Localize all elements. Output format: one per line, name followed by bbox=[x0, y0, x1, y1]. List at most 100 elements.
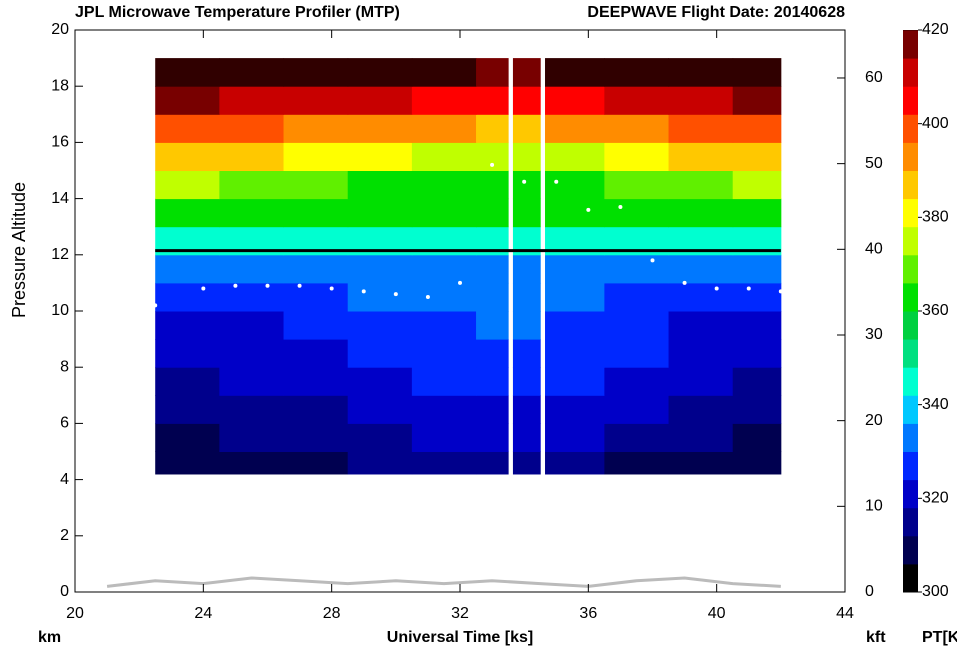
heatmap-cell bbox=[283, 142, 349, 171]
heatmap-cell bbox=[476, 114, 509, 143]
heatmap-cell bbox=[732, 451, 782, 475]
colorbar-segment bbox=[903, 114, 918, 143]
heatmap-cell bbox=[668, 395, 734, 424]
heatmap-cell bbox=[545, 198, 605, 228]
x-tick-label: 32 bbox=[451, 605, 469, 622]
chart-title: JPL Microwave Temperature Profiler (MTP) bbox=[75, 4, 400, 21]
heatmap-cell bbox=[411, 198, 477, 228]
y-tick-label: 6 bbox=[60, 415, 69, 432]
heatmap-cell bbox=[545, 451, 605, 475]
heatmap-cell bbox=[545, 395, 605, 424]
colorbar-segment bbox=[903, 226, 918, 256]
heatmap-cell bbox=[155, 451, 220, 475]
y2-tick-label: 0 bbox=[865, 583, 874, 600]
x-axis-label: Universal Time [ks] bbox=[387, 629, 533, 646]
tropopause-point bbox=[554, 179, 559, 184]
chart-subtitle: DEEPWAVE Flight Date: 20140628 bbox=[587, 4, 845, 21]
heatmap-cell bbox=[732, 423, 782, 452]
colorbar-tick-label: 380 bbox=[922, 209, 949, 226]
heatmap-cell bbox=[347, 395, 413, 424]
heatmap-cell bbox=[512, 423, 541, 452]
heatmap-cell bbox=[604, 395, 670, 424]
y-tick-label: 20 bbox=[51, 21, 69, 38]
colorbar-segment bbox=[903, 395, 918, 424]
y-tick-label: 2 bbox=[60, 527, 69, 544]
heatmap-cell bbox=[347, 339, 413, 368]
heatmap-cell bbox=[155, 254, 220, 284]
heatmap-cell bbox=[411, 367, 477, 396]
heatmap-cell bbox=[155, 367, 220, 396]
colorbar-segment bbox=[903, 86, 918, 115]
heatmap-cell bbox=[604, 423, 670, 452]
heatmap-cell bbox=[732, 395, 782, 424]
heatmap-cell bbox=[476, 282, 509, 312]
heatmap-cell bbox=[411, 282, 477, 312]
heatmap-cell bbox=[512, 395, 541, 424]
heatmap-cell bbox=[545, 86, 605, 115]
heatmap-cell bbox=[668, 311, 734, 340]
heatmap-cell bbox=[283, 58, 349, 87]
heatmap-cell bbox=[545, 142, 605, 171]
heatmap-cell bbox=[283, 339, 349, 368]
y2-unit: kft bbox=[866, 629, 886, 646]
heatmap-cell bbox=[283, 114, 349, 143]
heatmap-cell bbox=[512, 170, 541, 200]
heatmap-cell bbox=[604, 170, 670, 200]
heatmap-cell bbox=[668, 451, 734, 475]
heatmap-cell bbox=[347, 311, 413, 340]
heatmap-cell bbox=[512, 282, 541, 312]
heatmap-cell bbox=[347, 86, 413, 115]
heatmap-cell bbox=[476, 170, 509, 200]
heatmap-cell bbox=[732, 114, 782, 143]
heatmap-cell bbox=[219, 339, 285, 368]
heatmap-cell bbox=[347, 142, 413, 171]
colorbar-segment bbox=[903, 30, 918, 31]
y-tick-label: 8 bbox=[60, 358, 69, 375]
heatmap-cell bbox=[283, 170, 349, 200]
heatmap-cell bbox=[604, 114, 670, 143]
heatmap-cell bbox=[512, 254, 541, 284]
heatmap-cell bbox=[155, 423, 220, 452]
heatmap-cell bbox=[411, 142, 477, 171]
colorbar-segment bbox=[903, 451, 918, 481]
line bbox=[106, 576, 781, 588]
heatmap-cell bbox=[604, 58, 670, 87]
colorbar-segment bbox=[903, 339, 918, 368]
colorbar-segment bbox=[903, 563, 918, 593]
heatmap-cell bbox=[604, 367, 670, 396]
tropopause-point bbox=[618, 205, 623, 210]
heatmap-cell bbox=[283, 423, 349, 452]
y-tick-label: 4 bbox=[60, 471, 69, 488]
y-tick-label: 14 bbox=[51, 190, 69, 207]
heatmap-cell bbox=[545, 339, 605, 368]
tropopause-point bbox=[425, 294, 430, 299]
heatmap-cell bbox=[155, 114, 220, 143]
heatmap-cell bbox=[476, 198, 509, 228]
heatmap-cell bbox=[411, 423, 477, 452]
heatmap-cell bbox=[668, 198, 734, 228]
colorbar-segment bbox=[903, 198, 918, 228]
tropopause-point bbox=[201, 286, 206, 291]
y2-tick-label: 20 bbox=[865, 412, 883, 429]
heatmap-cell bbox=[347, 423, 413, 452]
heatmap-cell bbox=[219, 423, 285, 452]
x-tick-label: 20 bbox=[66, 605, 84, 622]
heatmap-cell bbox=[545, 282, 605, 312]
heatmap-cell bbox=[155, 282, 220, 312]
heatmap-cell bbox=[155, 395, 220, 424]
y2-tick-label: 40 bbox=[865, 241, 883, 258]
heatmap-cell bbox=[604, 282, 670, 312]
heatmap-cell bbox=[283, 282, 349, 312]
colorbar-segment bbox=[903, 58, 918, 87]
heatmap-cell bbox=[545, 423, 605, 452]
heatmap-cell bbox=[283, 254, 349, 284]
heatmap-cell bbox=[512, 451, 541, 475]
heatmap-cell bbox=[347, 198, 413, 228]
heatmap-cell bbox=[668, 282, 734, 312]
heatmap-cell bbox=[411, 58, 477, 87]
heatmap-cell bbox=[219, 367, 285, 396]
colorbar-tick-label: 420 bbox=[922, 21, 949, 38]
heatmap-cell bbox=[604, 254, 670, 284]
colorbar-segment bbox=[903, 507, 918, 537]
tropopause-point bbox=[153, 303, 158, 308]
